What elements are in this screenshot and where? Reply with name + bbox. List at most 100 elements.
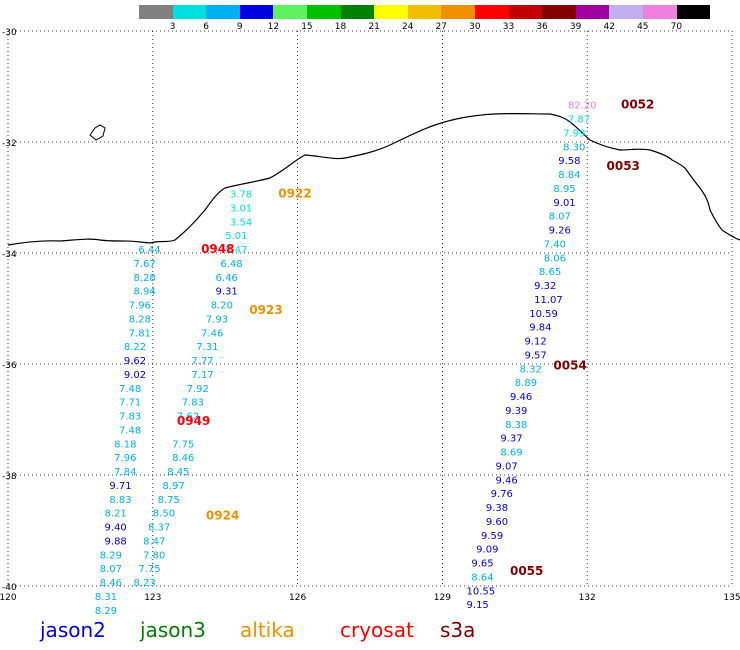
swh-value-label: 8.83 bbox=[109, 495, 131, 506]
pass-id-label: 0949 bbox=[177, 414, 210, 428]
pass-id-label: 0948 bbox=[201, 242, 234, 256]
x-tick-label: 132 bbox=[579, 593, 596, 603]
colorbar-segment bbox=[474, 5, 509, 19]
colorbar-segment bbox=[273, 5, 307, 19]
swh-value-label: 9.58 bbox=[558, 156, 580, 167]
colorbar-segment bbox=[374, 5, 408, 19]
swh-value-label: 8.75 bbox=[158, 495, 180, 506]
colorbar-segment bbox=[206, 5, 240, 19]
coastline bbox=[7, 112, 740, 246]
swh-value-label: 10.55 bbox=[467, 586, 496, 597]
swh-value-label: 8.29 bbox=[95, 606, 117, 617]
y-tick-label: -34 bbox=[2, 250, 17, 260]
swh-value-label: 9.37 bbox=[500, 434, 522, 445]
y-tick-label: -32 bbox=[2, 139, 17, 149]
swh-value-label: 8.95 bbox=[553, 184, 575, 195]
swh-value-label: 9.39 bbox=[505, 406, 527, 417]
colorbar-label: 12 bbox=[267, 22, 280, 32]
swh-value-label: 9.46 bbox=[495, 475, 517, 486]
swh-value-label: 9.31 bbox=[216, 287, 238, 298]
swh-value-label: 7.96 bbox=[129, 301, 151, 312]
swh-value-label: 10.59 bbox=[529, 309, 558, 320]
swh-value-label: 8.23 bbox=[133, 578, 155, 589]
colorbar-segment bbox=[172, 5, 207, 19]
swh-value-label: 7.99 bbox=[563, 128, 585, 139]
swh-value-label: 3.01 bbox=[230, 203, 252, 214]
swh-value-label: 3.78 bbox=[230, 190, 252, 201]
colorbar-label: 33 bbox=[502, 22, 515, 32]
pass-id-label: 0052 bbox=[621, 98, 654, 112]
colorbar-label: 9 bbox=[236, 22, 243, 32]
colorbar-label: 6 bbox=[203, 22, 210, 32]
swh-value-label: 9.84 bbox=[529, 323, 551, 334]
swh-value-label: 8.18 bbox=[114, 439, 136, 450]
swh-value-label: 7.67 bbox=[133, 259, 155, 270]
colorbar-label: 30 bbox=[469, 22, 481, 32]
swh-value-label: 7.80 bbox=[143, 550, 165, 561]
swh-value-label: 7.87 bbox=[568, 115, 590, 126]
swh-value-label: 9.02 bbox=[124, 370, 146, 381]
swh-value-label: 8.28 bbox=[133, 273, 155, 284]
swh-value-label: 8.84 bbox=[558, 170, 580, 181]
colorbar-segment bbox=[239, 5, 274, 19]
swh-value-label: 7.75 bbox=[172, 439, 194, 450]
swh-value-label: 8.21 bbox=[105, 509, 127, 520]
swh-value-label: 6.44 bbox=[138, 245, 160, 256]
colorbar-segment bbox=[542, 5, 576, 19]
colorbar-segment bbox=[441, 5, 475, 19]
swh-value-label: 9.59 bbox=[481, 531, 503, 542]
swh-value-label: 7.48 bbox=[119, 425, 141, 436]
colorbar-segment bbox=[306, 5, 341, 19]
swh-value-label: 7.96 bbox=[114, 453, 136, 464]
swh-value-label: 9.62 bbox=[124, 356, 146, 367]
swh-value-label: 9.65 bbox=[471, 559, 493, 570]
swh-value-label: 11.07 bbox=[534, 295, 563, 306]
swh-value-label: 8.97 bbox=[162, 481, 184, 492]
swh-value-label: 8.31 bbox=[95, 592, 117, 603]
colorbar-label: 15 bbox=[301, 22, 313, 32]
swh-value-label: 7.83 bbox=[119, 412, 141, 423]
swh-value-label: 7.93 bbox=[206, 314, 228, 325]
swh-value-label: 9.71 bbox=[109, 481, 131, 492]
swh-value-label: 7.75 bbox=[138, 564, 160, 575]
swh-value-label: 8.64 bbox=[471, 572, 493, 583]
swh-value-label: 8.28 bbox=[129, 314, 151, 325]
colorbar-label: 45 bbox=[637, 22, 649, 32]
pass-id-label: 0924 bbox=[206, 508, 239, 522]
colorbar-segment bbox=[508, 5, 543, 19]
swh-value-label: 9.38 bbox=[486, 503, 508, 514]
swh-value-label: 9.01 bbox=[553, 198, 575, 209]
swh-value-label: 8.07 bbox=[100, 564, 122, 575]
legend-item-cryosat: cryosat bbox=[340, 618, 414, 642]
legend-item-jason3: jason3 bbox=[140, 618, 206, 642]
pass-id-label: 0923 bbox=[249, 303, 282, 317]
colorbar-label: 36 bbox=[536, 22, 548, 32]
legend-item-s3a: s3a bbox=[440, 618, 476, 642]
y-tick-label: -30 bbox=[2, 28, 17, 38]
colorbar-label: 42 bbox=[603, 22, 615, 32]
y-tick-label: -38 bbox=[2, 472, 17, 482]
swh-value-label: 8.46 bbox=[100, 578, 122, 589]
colorbar-label: 3 bbox=[169, 22, 176, 32]
colorbar-label: 24 bbox=[401, 22, 414, 32]
x-tick-label: 120 bbox=[0, 593, 17, 603]
swh-value-label: 3.54 bbox=[230, 217, 252, 228]
swh-value-label: 9.12 bbox=[524, 337, 546, 348]
swh-value-label: 9.07 bbox=[495, 461, 517, 472]
swh-value-label: 5.47 bbox=[225, 245, 247, 256]
swh-value-label: 8.47 bbox=[143, 536, 165, 547]
swh-value-label: 7.92 bbox=[187, 384, 209, 395]
legend-item-jason2: jason2 bbox=[40, 618, 106, 642]
colorbar-label: 21 bbox=[368, 22, 380, 32]
colorbar bbox=[139, 5, 711, 19]
swh-value-label: 8.65 bbox=[539, 267, 561, 278]
colorbar-labels: 3 6 9 12 15 18 21 24 27 30 33 36 39 42 45 70 bbox=[139, 22, 710, 34]
swh-value-label: 7.31 bbox=[196, 342, 218, 353]
swh-value-label: 6.46 bbox=[216, 273, 238, 284]
colorbar-label: 39 bbox=[569, 22, 582, 32]
swh-value-label: 7.83 bbox=[182, 398, 204, 409]
swh-value-label: 9.76 bbox=[491, 489, 513, 500]
colorbar-label: 18 bbox=[334, 22, 347, 32]
axis-ticks: 120 123 126 129 132 135 -30 -32 -34 -36 -38 -40 bbox=[0, 28, 740, 603]
